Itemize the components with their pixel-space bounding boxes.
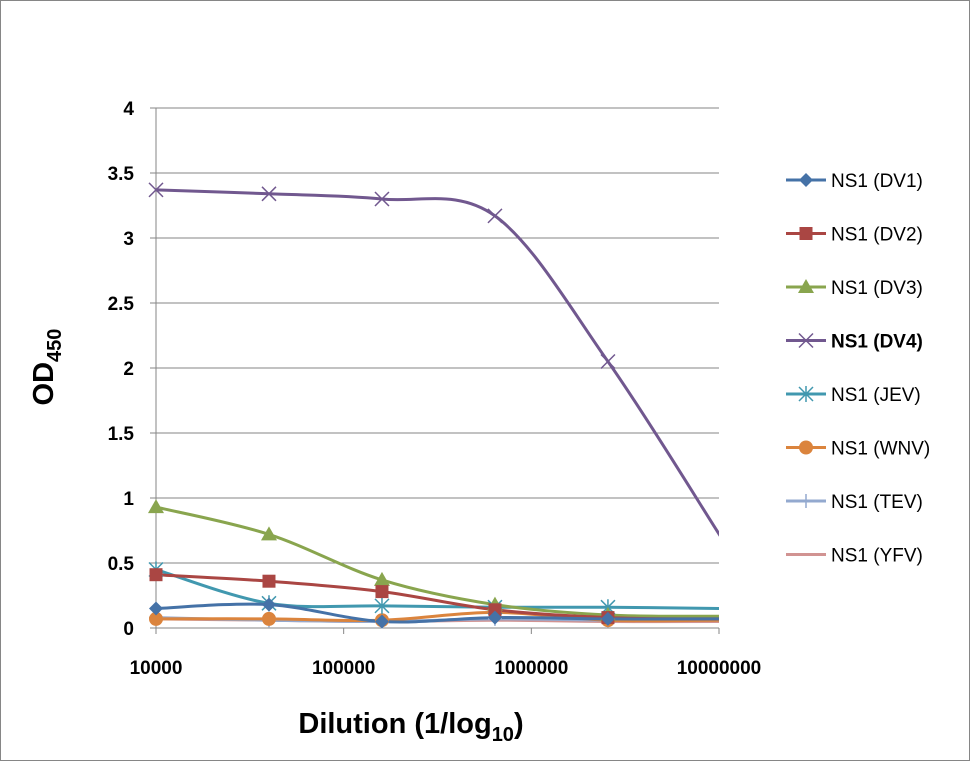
data-point [374,597,390,614]
legend-label: NS1 (WNV) [831,439,930,460]
x-tick-label: 1000000 [494,658,568,679]
data-point [600,611,615,626]
y-tick-label: 0 [123,619,134,640]
series-line [156,188,719,537]
legend-entry: NS1 (DV3) [786,278,923,299]
data-point [261,597,276,612]
legend-marker [798,279,814,293]
y-tick-label: 2.5 [108,294,135,315]
y-axis-title: OD450 [28,329,66,406]
legend-entry: NS1 (DV4) [786,332,923,353]
legend-marker [798,386,814,402]
legend-entry: NS1 (DV1) [786,171,923,192]
x-tick-label: 10000 [130,658,183,679]
y-tick-label: 1 [123,489,134,510]
y-tick-label: 1.5 [108,424,135,445]
data-point [375,585,389,599]
legend-label: NS1 (DV3) [831,278,923,299]
series-lines [156,188,719,624]
data-point [149,611,163,626]
x-axis-title-text: Dilution (1/log [298,708,491,740]
series-line [156,602,719,624]
legend-marker [799,494,813,508]
legend: NS1 (DV1) NS1 (DV2) NS1 (DV3) NS1 (DV4) NS1 … [786,171,930,567]
y-axis-title-subscript: 450 [44,329,66,362]
data-point [148,499,164,514]
legend-entry: NS1 (WNV) [786,439,930,460]
legend-marker [799,173,813,187]
legend-marker [798,332,814,349]
data-point [374,614,389,629]
y-tick-label: 3 [123,229,134,250]
legend-marker [799,227,813,240]
data-point [600,353,616,370]
x-tick-label: 10000000 [677,658,762,679]
data-point [374,191,390,207]
legend-label: NS1 (DV2) [831,225,923,246]
data-point [488,603,502,617]
data-point [261,611,276,626]
tick-labels: 0 0.5 1 1.5 2 2.5 3 3.5 4 10000 100000 1000000 10000… [108,99,762,679]
legend-marker [799,440,813,455]
series-line [156,610,719,623]
legend-label: NS1 (DV4) [831,332,923,353]
data-point [149,568,163,582]
data-point [148,182,164,198]
data-point [373,571,390,586]
data-point [260,526,277,541]
x-axis-title-end: ) [514,708,524,740]
y-tick-label: 3.5 [108,164,135,185]
data-point [487,610,502,625]
legend-label: NS1 (TEV) [831,492,923,513]
x-axis-title-subscript: 10 [492,724,514,746]
y-tick-label: 2 [123,359,134,380]
y-tick-label: 4 [123,99,134,120]
legend-entry: NS1 (YFV) [786,546,923,567]
x-axis-title: Dilution (1/log10) [298,708,523,746]
data-point [487,208,503,224]
data-point [261,186,277,202]
axes [150,107,720,634]
data-point [149,601,163,616]
legend-entry: NS1 (DV2) [786,225,923,246]
legend-entry: NS1 (TEV) [786,492,923,513]
x-tick-label: 100000 [312,658,375,679]
legend-entry: NS1 (JEV) [786,385,921,406]
y-axis-title-text: OD [28,362,60,406]
gridlines [156,107,719,564]
y-tick-label: 0.5 [108,554,135,575]
series-line [156,568,719,610]
data-point [262,574,276,588]
series-line [156,505,719,618]
series-markers [148,182,616,629]
legend-label: NS1 (DV1) [831,171,923,192]
legend-label: NS1 (JEV) [831,385,921,406]
legend-label: NS1 (YFV) [831,546,923,567]
